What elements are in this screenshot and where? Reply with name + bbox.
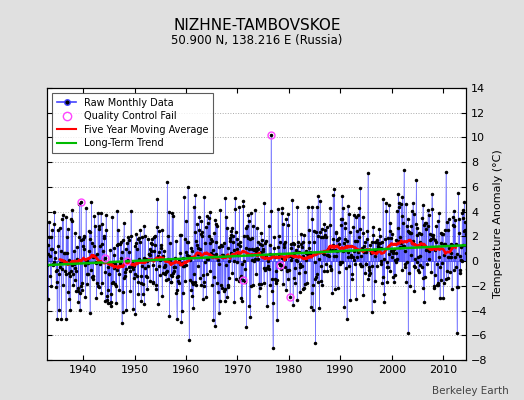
Text: Berkeley Earth: Berkeley Earth [432,386,508,396]
Legend: Raw Monthly Data, Quality Control Fail, Five Year Moving Average, Long-Term Tren: Raw Monthly Data, Quality Control Fail, … [52,93,213,153]
Text: 50.900 N, 138.216 E (Russia): 50.900 N, 138.216 E (Russia) [171,34,343,47]
Y-axis label: Temperature Anomaly (°C): Temperature Anomaly (°C) [493,150,503,298]
Text: NIZHNE-TAMBOVSKOE: NIZHNE-TAMBOVSKOE [173,18,341,33]
